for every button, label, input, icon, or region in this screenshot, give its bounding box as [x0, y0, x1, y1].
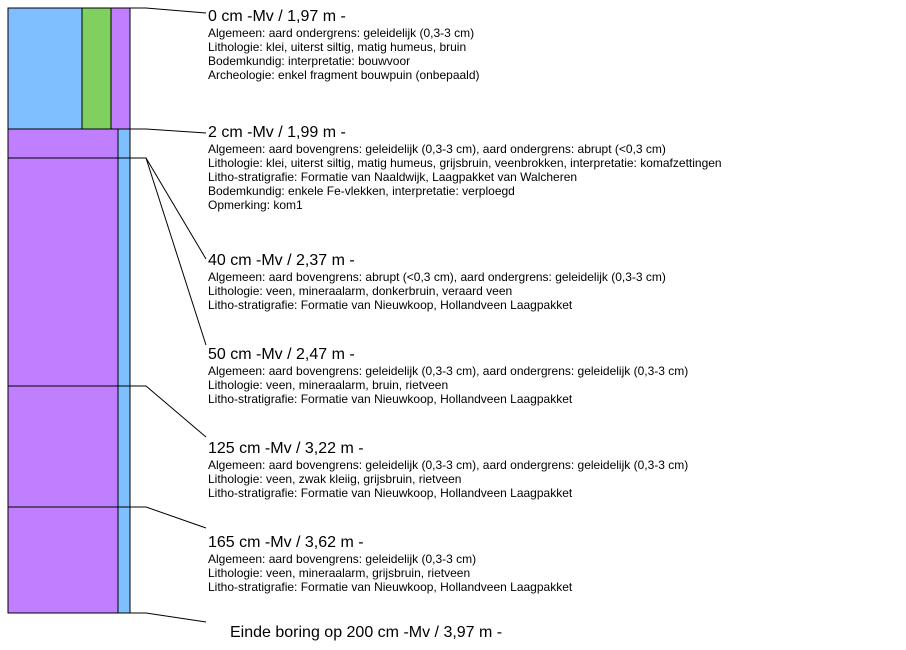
leader-165: [118, 506, 207, 529]
layer-line: Archeologie: enkel fragment bouwpuin (on…: [208, 68, 480, 82]
layer-50: 50 cm -Mv / 2,47 m - Algemeen: aard bove…: [208, 346, 688, 406]
segment-veen-main: [7, 128, 119, 614]
leader-end: [130, 612, 207, 623]
layer-line: Litho-stratigrafie: Formatie van Naaldwi…: [208, 170, 578, 184]
layer-heading: 2 cm -Mv / 1,99 m -: [208, 124, 346, 141]
layer-line: Algemeen: aard bovengrens: geleidelijk (…: [208, 142, 666, 156]
layer-heading: 0 cm -Mv / 1,97 m -: [208, 8, 346, 25]
layer-line: Algemeen: aard bovengrens: abrupt (<0,3 …: [208, 270, 666, 284]
layer-line: Litho-stratigrafie: Formatie van Nieuwko…: [208, 298, 573, 312]
segment-klei-top: [7, 7, 83, 130]
layer-line: Bodemkundig: interpretatie: bouwvoor: [208, 54, 411, 68]
layer-0: 0 cm -Mv / 1,97 m - Algemeen: aard onder…: [208, 8, 480, 82]
layer-line: Lithologie: klei, uiterst siltig, matig …: [208, 156, 722, 170]
layer-line: Lithologie: veen, mineraalarm, donkerbru…: [208, 284, 513, 298]
layer-line: Lithologie: klei, uiterst siltig, matig …: [208, 40, 467, 54]
layer-line: Litho-stratigrafie: Formatie van Nieuwko…: [208, 486, 573, 500]
layer-line: Lithologie: veen, mineraalarm, grijsbrui…: [208, 566, 471, 580]
leader-0: [130, 7, 207, 14]
layer-line: Algemeen: aard ondergrens: geleidelijk (…: [208, 26, 475, 40]
segment-veen-top: [110, 7, 131, 130]
layer-line: Algemeen: aard bovengrens: geleidelijk (…: [208, 458, 689, 472]
leader-2: [130, 128, 207, 134]
layer-line: Algemeen: aard bovengrens: geleidelijk (…: [208, 364, 689, 378]
segment-bouwvoor: [81, 7, 112, 130]
leader-50: [130, 157, 207, 346]
layer-line: Lithologie: veen, mineraalarm, bruin, ri…: [208, 378, 449, 392]
layer-line: Opmerking: kom1: [208, 198, 303, 212]
layer-heading: 165 cm -Mv / 3,62 m -: [208, 534, 364, 551]
leader-125: [118, 385, 207, 438]
layer-heading: 50 cm -Mv / 2,47 m -: [208, 346, 355, 363]
leader-40: [130, 157, 207, 260]
layer-line: Bodemkundig: enkele Fe-vlekken, interpre…: [208, 184, 515, 198]
layer-165: 165 cm -Mv / 3,62 m - Algemeen: aard bov…: [208, 534, 572, 594]
layer-heading: 125 cm -Mv / 3,22 m -: [208, 440, 364, 457]
layer-line: Litho-stratigrafie: Formatie van Nieuwko…: [208, 580, 573, 594]
layer-40: 40 cm -Mv / 2,37 m - Algemeen: aard bove…: [208, 252, 666, 312]
layer-line: Litho-stratigrafie: Formatie van Nieuwko…: [208, 392, 573, 406]
layer-125: 125 cm -Mv / 3,22 m - Algemeen: aard bov…: [208, 440, 688, 500]
layer-2: 2 cm -Mv / 1,99 m - Algemeen: aard boven…: [208, 124, 722, 212]
segment-klei-strip: [117, 128, 131, 614]
layer-heading: 40 cm -Mv / 2,37 m -: [208, 252, 355, 269]
end-of-boring-label: Einde boring op 200 cm -Mv / 3,97 m -: [230, 624, 503, 641]
layer-line: Algemeen: aard bovengrens: geleidelijk (…: [208, 552, 477, 566]
layer-line: Lithologie: veen, zwak kleiig, grijsbrui…: [208, 472, 462, 486]
